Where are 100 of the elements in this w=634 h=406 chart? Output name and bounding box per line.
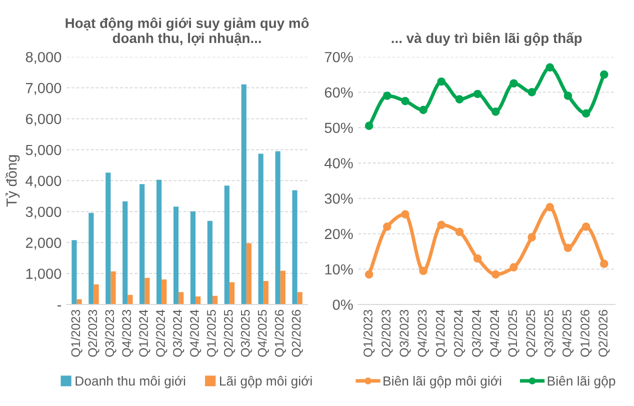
y-tick-label: 8,000 xyxy=(26,52,62,64)
x-tick-label: Q2/2026 xyxy=(291,310,303,357)
point xyxy=(528,233,536,242)
x-tick-label: Q4/2024 xyxy=(490,310,502,357)
x-tick-label: Q3/2023 xyxy=(104,310,116,357)
x-tick-label: Q3/2023 xyxy=(399,310,411,357)
bar xyxy=(207,220,212,304)
bar xyxy=(275,151,280,304)
bar xyxy=(94,284,99,304)
x-tick-label: Q3/2025 xyxy=(240,310,252,357)
bar xyxy=(88,212,94,304)
x-tick-label: Q2/2026 xyxy=(598,310,610,357)
chart-title: ... và duy trì biên lãi gộp thấp xyxy=(392,32,582,46)
x-tick-label: Q2/2025 xyxy=(526,310,538,357)
y-tick-label: 4,000 xyxy=(26,176,62,188)
y-tick-label: 10% xyxy=(325,264,353,275)
x-tick-label: Q4/2023 xyxy=(122,310,134,357)
point xyxy=(401,210,410,218)
point xyxy=(564,92,572,100)
x-tick-label: Q3/2024 xyxy=(172,310,184,357)
y-tick-label: 7,000 xyxy=(26,82,62,95)
point xyxy=(437,77,446,86)
x-tick-label: Q4/2023 xyxy=(417,310,429,357)
y-tick-label: - xyxy=(58,305,62,306)
x-tick-label: Q2/2025 xyxy=(224,310,236,357)
bar xyxy=(173,206,179,304)
x-tick-label: Q4/2025 xyxy=(258,310,269,357)
bar xyxy=(140,184,145,304)
y-tick-label: 20% xyxy=(324,228,353,240)
point xyxy=(546,63,554,72)
x-tick-label: Q2/2024 xyxy=(156,310,168,357)
x-tick-label: Q2/2023 xyxy=(88,310,100,357)
x-tick-label: Q1/2025 xyxy=(206,310,218,357)
x-tick-label: Q1/2023 xyxy=(70,310,82,357)
bar xyxy=(76,299,82,304)
bar xyxy=(106,172,111,304)
bar xyxy=(156,180,162,304)
x-tick-label: Q3/2025 xyxy=(544,310,556,357)
bar xyxy=(196,296,201,304)
x-tick-label: Q2/2023 xyxy=(381,310,393,357)
point xyxy=(455,228,464,236)
point xyxy=(419,266,428,276)
bar xyxy=(178,292,184,304)
bar xyxy=(292,190,298,304)
bar xyxy=(224,186,230,304)
x-tick-label: Q1/2026 xyxy=(580,310,592,357)
point xyxy=(491,270,500,279)
point xyxy=(600,260,608,268)
point xyxy=(491,108,500,116)
y-axis-title: Tỷ đồng xyxy=(5,155,20,207)
point xyxy=(419,106,428,114)
point xyxy=(600,70,608,79)
point xyxy=(473,90,482,98)
x-tick-label: Q1/2024 xyxy=(436,310,447,357)
bar xyxy=(190,211,196,304)
x-tick-label: Q1/2025 xyxy=(508,310,520,357)
bar xyxy=(297,292,302,304)
point xyxy=(382,92,392,100)
bar xyxy=(280,270,286,304)
point xyxy=(364,270,374,279)
bar xyxy=(212,296,218,304)
point xyxy=(582,222,590,231)
y-tick-label: 60% xyxy=(324,87,353,98)
chart-title: Hoạt động môi giới suy giảm quy mô doanh thu, lợi nhuận... xyxy=(66,18,309,46)
bar xyxy=(263,280,268,304)
x-tick-label: Q4/2024 xyxy=(190,310,202,357)
point xyxy=(564,244,572,252)
legend-label: Biên lãi gộp môi giới xyxy=(384,376,502,388)
point xyxy=(546,203,554,212)
y-tick-label: 50% xyxy=(324,122,353,134)
y-tick-label: 5,000 xyxy=(26,144,62,157)
point xyxy=(528,88,536,96)
point xyxy=(437,220,446,230)
bar xyxy=(128,294,133,304)
point xyxy=(510,79,518,88)
x-tick-label: Q1/2026 xyxy=(274,310,286,357)
bar xyxy=(72,240,77,304)
bar xyxy=(144,278,150,304)
y-tick-label: 1,000 xyxy=(26,268,62,281)
bar xyxy=(241,84,246,304)
bar xyxy=(122,201,128,304)
x-tick-label: Q2/2024 xyxy=(454,310,466,357)
point xyxy=(382,222,392,231)
y-tick-label: 2,000 xyxy=(26,238,62,250)
point xyxy=(455,95,464,104)
bar xyxy=(110,271,116,304)
y-tick-label: 40% xyxy=(324,158,353,168)
point xyxy=(582,109,590,118)
x-tick-label: Q4/2025 xyxy=(562,310,574,357)
bar xyxy=(229,282,235,304)
point xyxy=(473,254,482,263)
y-tick-label: 6,000 xyxy=(26,114,62,126)
x-tick-label: Q3/2024 xyxy=(472,310,484,357)
point xyxy=(364,122,374,130)
y-tick-label: 30% xyxy=(324,193,353,204)
point xyxy=(401,96,410,106)
bar xyxy=(246,243,252,304)
point xyxy=(510,263,518,272)
y-tick-label: 0% xyxy=(332,300,353,310)
bar xyxy=(258,154,264,304)
